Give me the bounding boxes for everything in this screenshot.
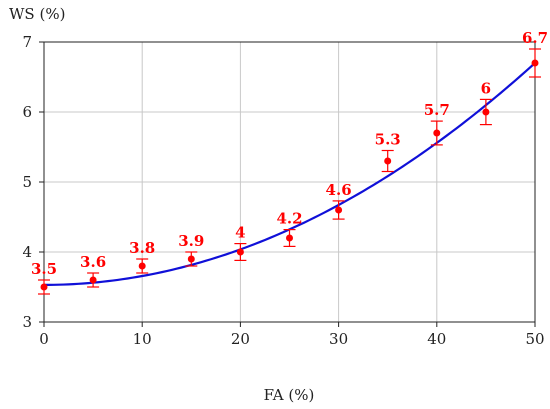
data-label: 3.6 <box>80 253 106 271</box>
x-tick-label: 50 <box>525 330 544 348</box>
data-point <box>187 255 195 263</box>
data-label: 3.8 <box>129 239 155 257</box>
data-point <box>482 108 490 116</box>
y-tick-label: 6 <box>22 103 32 121</box>
data-label: 5.3 <box>375 131 401 149</box>
y-axis-title: WS (%) <box>9 5 65 23</box>
data-label: 4 <box>235 224 245 242</box>
data-point <box>138 262 146 270</box>
x-tick-label: 10 <box>133 330 152 348</box>
data-label: 6 <box>481 79 491 97</box>
x-tick-label: 30 <box>329 330 348 348</box>
data-point <box>89 276 97 284</box>
data-label: 5.7 <box>424 101 450 119</box>
data-point <box>433 129 441 137</box>
data-label: 6.7 <box>522 29 548 47</box>
y-tick-label: 7 <box>22 33 32 51</box>
data-point <box>40 283 48 291</box>
x-axis-title: FA (%) <box>264 386 315 404</box>
data-point <box>335 206 343 214</box>
data-label: 3.9 <box>178 232 204 250</box>
y-tick-label: 3 <box>22 313 32 331</box>
data-label: 3.5 <box>31 260 57 278</box>
x-tick-label: 40 <box>427 330 446 348</box>
x-tick-label: 20 <box>231 330 250 348</box>
y-tick-label: 5 <box>22 173 32 191</box>
x-tick-label: 0 <box>39 330 49 348</box>
axis-ticks: 0 10 20 30 40 50 3 4 5 6 7 <box>22 33 544 348</box>
data-point <box>531 59 539 67</box>
data-point <box>286 234 293 242</box>
y-tick-label: 4 <box>22 243 32 261</box>
data-point <box>384 157 392 165</box>
data-label: 4.6 <box>326 181 352 199</box>
data-label: 4.2 <box>276 210 302 228</box>
data-points-layer: 3.5 3.6 3.8 3.9 4 4.2 4.6 5.3 5.7 6 6.7 <box>31 29 548 295</box>
data-point <box>236 248 244 256</box>
